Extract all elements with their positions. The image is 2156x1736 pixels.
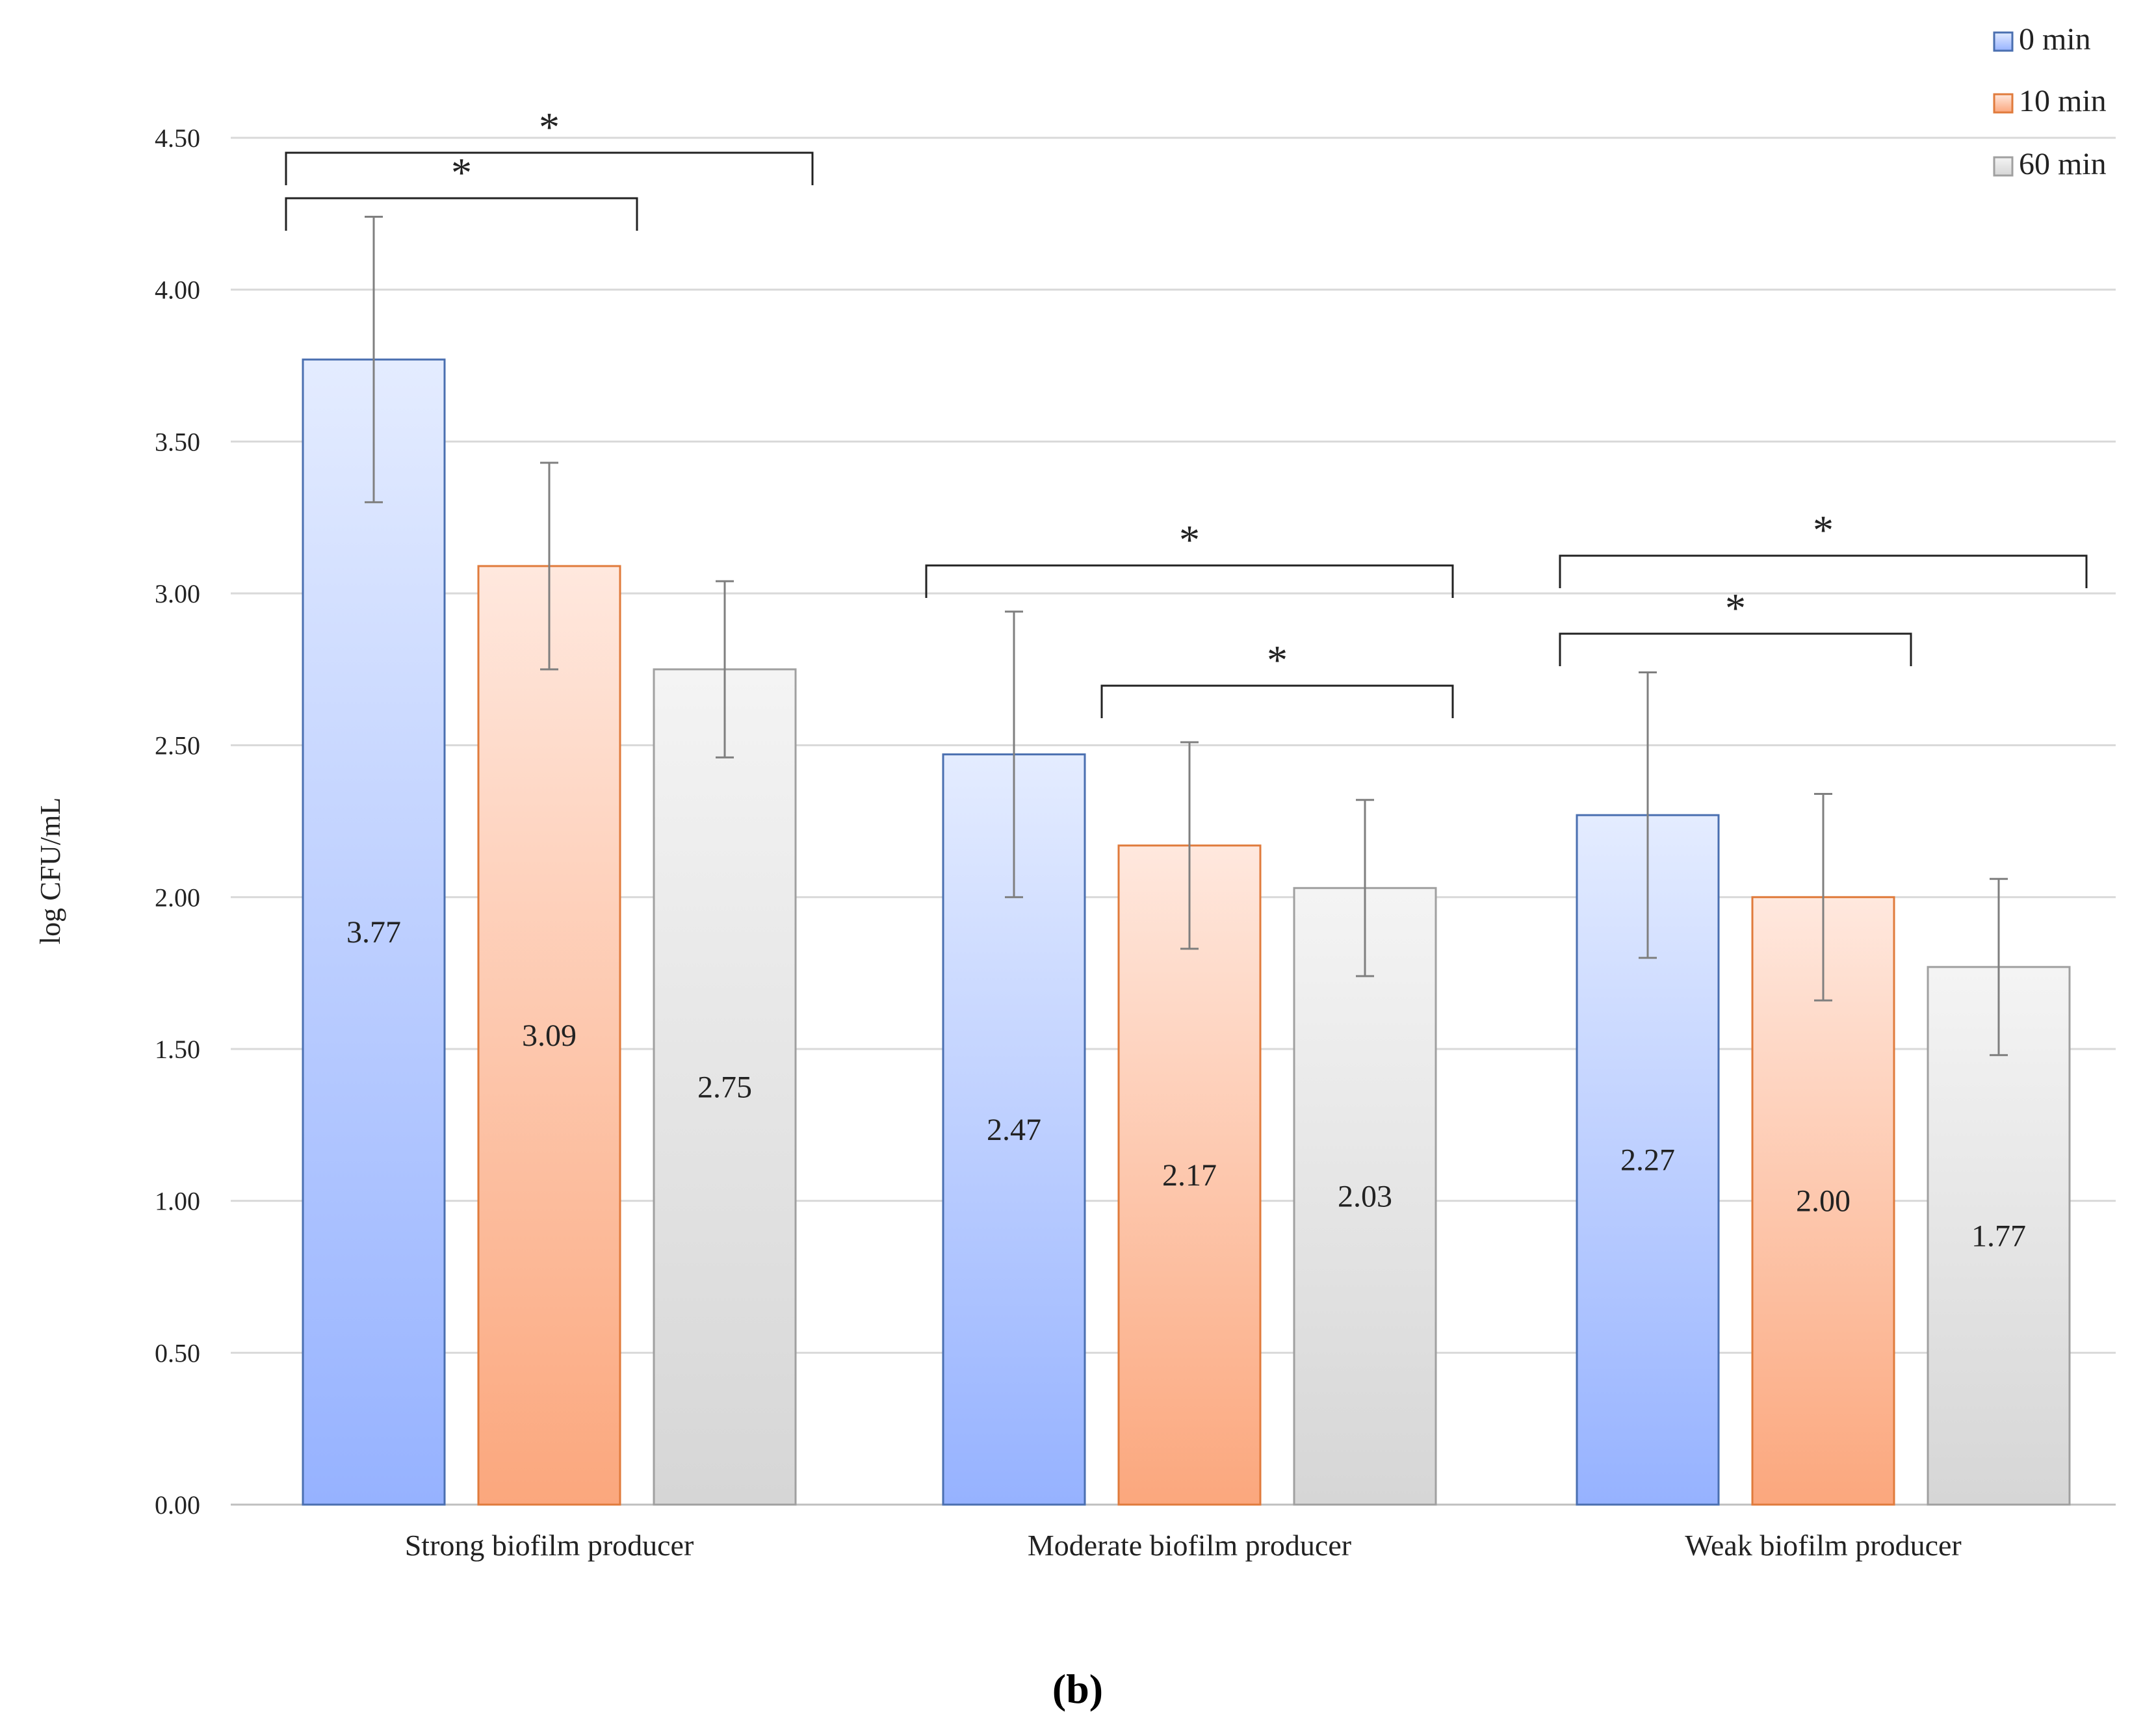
- bar: [477, 565, 621, 1506]
- legend-label: 10 min: [2019, 84, 2107, 118]
- significance-marker: *: [451, 149, 472, 196]
- significance-marker: *: [1725, 585, 1746, 631]
- bar: [1293, 887, 1437, 1506]
- bar: [1117, 844, 1262, 1506]
- y-tick-label: 2.50: [155, 731, 200, 760]
- category-label: Weak biofilm producer: [1685, 1529, 1961, 1562]
- data-label: 3.09: [522, 1018, 577, 1053]
- significance-marker: *: [539, 104, 560, 150]
- significance-bracket: *: [1100, 637, 1454, 718]
- error-bar: [1180, 741, 1199, 950]
- error-bar: [1814, 792, 1832, 1002]
- significance-bracket: *: [925, 517, 1454, 598]
- y-tick-label: 0.50: [155, 1338, 200, 1367]
- y-tick-label: 1.50: [155, 1035, 200, 1064]
- significance-brackets: * * * * * *: [285, 104, 2088, 718]
- significance-bracket: *: [1559, 585, 1912, 666]
- error-bar: [1005, 610, 1023, 898]
- data-label: 2.27: [1620, 1143, 1675, 1178]
- legend-label: 60 min: [2019, 147, 2107, 181]
- bar: [1576, 814, 1720, 1506]
- significance-marker: *: [1813, 507, 1834, 553]
- bar: [653, 668, 797, 1506]
- y-tick-label: 3.00: [155, 579, 200, 608]
- data-label: 2.47: [987, 1113, 1041, 1147]
- legend-label: 0 min: [2019, 22, 2091, 57]
- significance-bracket: *: [285, 149, 638, 231]
- legend: 0 min 10 min 60 min: [1993, 22, 2107, 181]
- data-label: 1.77: [1971, 1219, 2026, 1253]
- y-tick-label: 4.50: [155, 123, 200, 153]
- legend-item: 0 min: [1993, 22, 2091, 57]
- significance-bracket: *: [1559, 507, 2088, 588]
- error-bars: [365, 216, 2008, 1056]
- y-tick-label: 0.00: [155, 1490, 200, 1520]
- category-label: Strong biofilm producer: [405, 1529, 694, 1562]
- significance-marker: *: [1267, 637, 1288, 683]
- bar: [1927, 966, 2071, 1506]
- panel-label: (b): [1052, 1666, 1103, 1712]
- bars: [302, 358, 2071, 1506]
- error-bar: [1356, 799, 1374, 978]
- y-tick-label: 2.00: [155, 883, 200, 912]
- error-bar: [1639, 671, 1657, 959]
- error-bar: [1990, 877, 2008, 1056]
- data-label: 2.75: [697, 1070, 752, 1104]
- y-tick-label: 4.00: [155, 276, 200, 305]
- y-tick-label: 1.00: [155, 1187, 200, 1216]
- significance-marker: *: [1179, 517, 1200, 563]
- category-label: Moderate biofilm producer: [1028, 1529, 1351, 1562]
- y-axis-title: log CFU/mL: [34, 797, 66, 944]
- y-axis-ticks: 0.00 0.50 1.00 1.50 2.00 2.50 3.00 3.50 4.00 4.50: [155, 123, 200, 1520]
- data-label: 3.77: [346, 915, 401, 950]
- error-bar: [365, 216, 383, 504]
- data-label: 2.03: [1338, 1180, 1392, 1214]
- y-tick-label: 3.50: [155, 427, 200, 456]
- data-label: 2.00: [1796, 1184, 1851, 1219]
- legend-item: 10 min: [1993, 84, 2107, 118]
- data-labels: 3.77 2.47 2.27 3.09 2.17 2.00 2.75 2.03 1.77: [346, 915, 2026, 1253]
- legend-swatch: [1993, 31, 2014, 52]
- error-bar: [540, 461, 558, 671]
- error-bar: [716, 580, 734, 758]
- data-label: 2.17: [1162, 1158, 1217, 1193]
- significance-bracket: *: [285, 104, 814, 185]
- category-labels: Strong biofilm producer Moderate biofilm …: [405, 1529, 1962, 1562]
- legend-swatch: [1993, 156, 2014, 177]
- legend-item: 60 min: [1993, 147, 2107, 181]
- legend-swatch: [1993, 93, 2014, 114]
